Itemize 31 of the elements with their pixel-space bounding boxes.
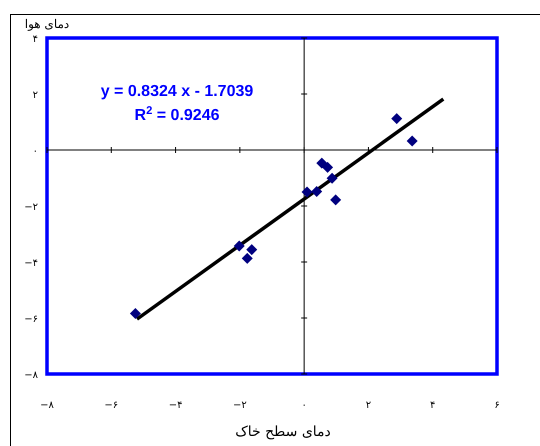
y-tick-label: ۴ (32, 34, 38, 45)
point (311, 186, 322, 197)
x-tick-label: −۲ (232, 400, 247, 411)
x-tick-label: −۸ (40, 400, 55, 411)
y-tick-label: ۲ (32, 90, 38, 101)
y-tick-label: −۶ (24, 314, 38, 325)
point (391, 113, 402, 124)
x-tick-label: ۴ (430, 400, 436, 411)
point (302, 186, 313, 198)
y-tick-label: −۴ (24, 258, 38, 269)
x-tick-label: −۶ (104, 400, 118, 411)
y-tick-label: −۸ (24, 370, 39, 381)
point (330, 194, 342, 206)
x-tick-label: ۰ (301, 400, 307, 411)
point (406, 136, 418, 147)
point (246, 244, 258, 256)
x-axis-title: دمای سطح خاک (235, 424, 331, 440)
point (322, 162, 334, 173)
point (130, 308, 141, 320)
y-tick-label: −۲ (24, 202, 38, 213)
x-tick-label: −۴ (168, 400, 182, 411)
annotation: R$^{2}$ = 0.9246 (134, 105, 220, 124)
x-tick-label: ۶ (494, 400, 500, 411)
y-tick-label: ۰ (32, 146, 38, 157)
point (326, 172, 338, 184)
point (242, 252, 253, 264)
x-tick-label: ۲ (366, 400, 372, 411)
y-axis-title: دمای هوا (24, 17, 70, 31)
point (316, 158, 328, 169)
point (234, 240, 245, 252)
annotation: y = 0.8324 x - 1.7039 (100, 83, 254, 100)
